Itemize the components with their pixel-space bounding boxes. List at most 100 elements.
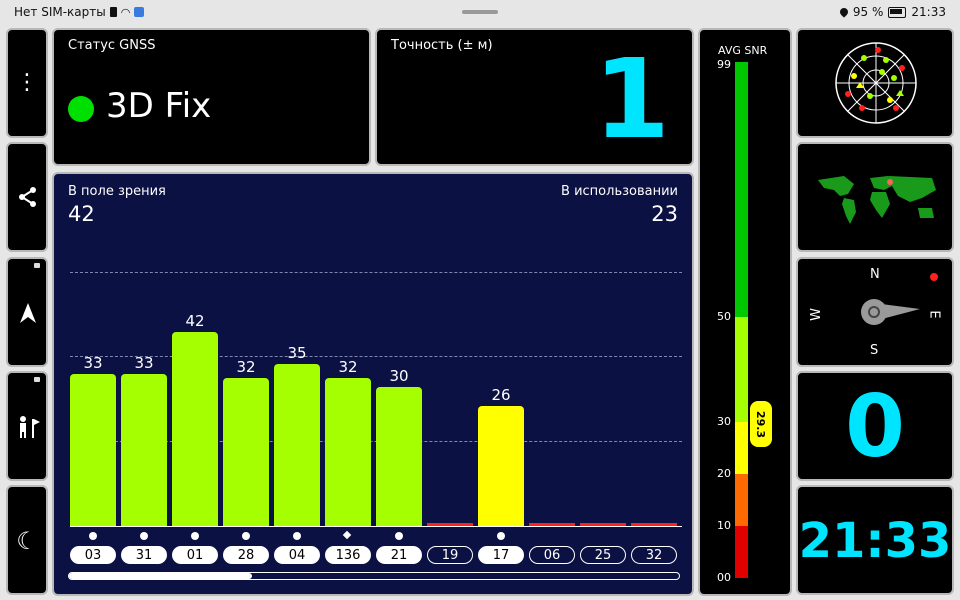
snr-bar — [376, 387, 422, 526]
used-marker — [89, 532, 97, 540]
snr-bar — [121, 373, 167, 526]
compass-panel: N E S W — [796, 257, 954, 367]
snr-value-label: 30 — [389, 367, 409, 386]
scrollbar-thumb[interactable] — [69, 573, 252, 579]
gnss-status-panel: Статус GNSS 3D Fix — [52, 28, 371, 166]
x-axis — [70, 526, 682, 527]
clock-panel: 21:33 — [796, 485, 954, 595]
snr-value-label: 33 — [83, 353, 103, 372]
snr-value-label: 32 — [338, 358, 358, 377]
satellite-id-label[interactable]: 06 — [529, 546, 575, 564]
night-mode-button[interactable]: ☾ — [6, 485, 48, 595]
snr-value-label: 26 — [491, 385, 511, 404]
snr-scale-segment — [735, 62, 748, 318]
used-marker — [293, 532, 301, 540]
satellite-id-label[interactable]: 32 — [631, 546, 677, 564]
speed-panel: 0 — [796, 371, 954, 481]
compass-west: W — [808, 308, 824, 321]
snr-scale: 99 50 30 20 10 00 29.3 — [700, 58, 794, 584]
drag-handle[interactable] — [462, 10, 498, 14]
lock-icon — [34, 377, 40, 382]
satellite-id-label[interactable]: 01 — [172, 546, 218, 564]
accuracy-value: 1 — [593, 35, 670, 163]
accuracy-title: Точность (± м) — [391, 38, 493, 53]
satellite-id-label[interactable]: 25 — [580, 546, 626, 564]
world-map-icon — [814, 168, 942, 230]
compass-east: E — [926, 310, 942, 319]
used-marker — [191, 532, 199, 540]
gridline — [70, 272, 682, 273]
snr-bar — [478, 405, 524, 526]
snr-tick-label: 00 — [717, 571, 731, 584]
gridline — [70, 356, 682, 357]
navigation-arrow-icon — [20, 303, 36, 323]
used-marker — [242, 532, 250, 540]
snr-scale-segment — [735, 473, 748, 526]
snr-value-label: 42 — [185, 312, 205, 331]
snr-tick-label: 30 — [717, 414, 731, 428]
moon-icon: ☾ — [16, 527, 38, 555]
status-bar-left: Нет SIM-карты ◠ — [14, 5, 145, 19]
snr-bar — [529, 523, 575, 526]
world-map-button[interactable] — [796, 142, 954, 252]
battery-icon — [888, 6, 907, 18]
satellite-id-label[interactable]: 04 — [274, 546, 320, 564]
satellite-id-label[interactable]: 03 — [70, 546, 116, 564]
lock-icon — [34, 263, 40, 268]
satellite-id-label[interactable]: 28 — [223, 546, 269, 564]
satellite-id-label[interactable]: 136 — [325, 546, 371, 564]
snr-bar — [172, 332, 218, 526]
snr-title: AVG SNR — [718, 44, 768, 57]
battery-percent: 95 % — [852, 5, 884, 19]
snr-scale-segment — [735, 525, 748, 578]
wifi-icon: ◠ — [120, 5, 131, 19]
notification-icon — [134, 7, 145, 17]
snr-bar — [223, 378, 269, 526]
snr-tick-label: 20 — [717, 466, 731, 480]
menu-button[interactable]: ⋮ — [6, 28, 48, 138]
satellite-snr-chart: В поле зрения 42 В использовании 23 33 33… — [52, 172, 694, 596]
compass-needle-icon — [861, 299, 920, 325]
snr-tick-label: 10 — [717, 518, 731, 532]
snr-tick-label: 99 — [717, 58, 731, 71]
status-bar-right: 95 % 21:33 — [838, 5, 946, 19]
satellite-id-label[interactable]: 19 — [427, 546, 473, 564]
snr-bar — [580, 523, 626, 526]
fix-status: 3D Fix — [106, 86, 212, 126]
snr-bar — [325, 378, 371, 526]
location-pin-icon — [838, 6, 850, 18]
satellite-id-label[interactable]: 31 — [121, 546, 167, 564]
satellite-id-label[interactable]: 17 — [478, 546, 524, 564]
clock-value: 21:33 — [798, 513, 952, 569]
snr-bar — [274, 364, 320, 526]
hiker-button[interactable] — [6, 371, 48, 481]
snr-value-label: 33 — [134, 353, 154, 372]
snr-average-value: 29.3 — [754, 410, 768, 438]
in-use-count: 23 — [651, 202, 678, 226]
share-button[interactable] — [6, 142, 48, 252]
gnss-status-title: Статус GNSS — [68, 38, 156, 53]
speed-value: 0 — [845, 377, 905, 477]
bar-plot-area: 33 33 42 32 35 32 30 26 — [70, 272, 682, 526]
snr-scale-segment — [735, 421, 748, 474]
sky-plot-button[interactable] — [796, 28, 954, 138]
status-time: 21:33 — [911, 5, 946, 19]
used-marker — [497, 532, 505, 540]
in-use-label: В использовании — [561, 184, 678, 199]
in-view-label: В поле зрения — [68, 184, 166, 199]
more-vertical-icon: ⋮ — [16, 70, 38, 95]
hiker-flag-icon — [20, 416, 40, 438]
snr-value-label: 32 — [236, 358, 256, 377]
accuracy-panel: Точность (± м) 1 — [375, 28, 694, 166]
horizontal-scrollbar[interactable] — [68, 572, 680, 580]
snr-scale-segment — [735, 317, 748, 422]
navigation-button[interactable] — [6, 257, 48, 367]
share-icon — [19, 187, 36, 207]
satellite-labels: 03 31 01 28 04 136 21 19 17 06 25 32 — [70, 530, 682, 570]
status-bar: Нет SIM-карты ◠ 95 % 21:33 — [0, 0, 960, 24]
snr-value-label: 35 — [287, 344, 307, 363]
snr-average-marker: 29.3 — [750, 401, 772, 448]
compass-south: S — [870, 343, 879, 358]
sbas-marker — [342, 530, 352, 540]
satellite-id-label[interactable]: 21 — [376, 546, 422, 564]
